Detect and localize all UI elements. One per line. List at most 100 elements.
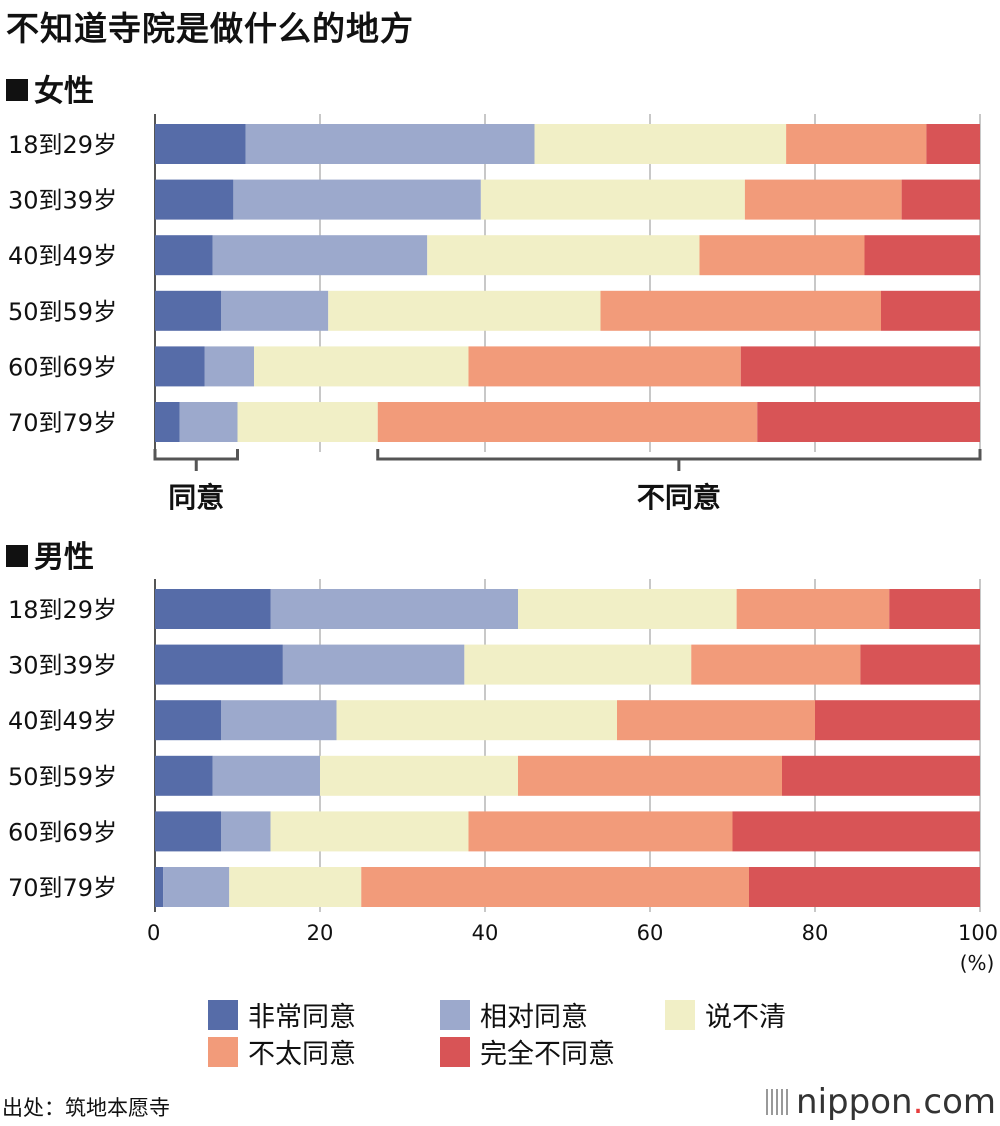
logo-main: nippon	[796, 1082, 913, 1122]
bar-segment-female-1-0	[155, 179, 234, 220]
category-label: 30到39岁	[8, 187, 117, 215]
bar-segment-male-3-3	[518, 755, 782, 796]
legend-swatch	[208, 1036, 238, 1067]
legend-label: 完全不同意	[480, 1039, 615, 1070]
x-tick-label: 80	[802, 921, 829, 945]
bar-segment-female-2-1	[212, 235, 428, 276]
disagree-bracket-label: 不同意	[637, 481, 721, 514]
bar-segment-male-1-0	[155, 644, 283, 685]
bar-segment-female-5-0	[155, 402, 180, 442]
x-tick-label: 40	[472, 921, 499, 945]
logo-dot: .	[912, 1082, 924, 1122]
bar-segment-male-0-0	[155, 589, 271, 629]
bar-segment-female-3-0	[155, 290, 221, 331]
category-label: 60到69岁	[8, 818, 117, 846]
legend-item-not-really-agree: 不太同意	[208, 1032, 356, 1071]
bar-segment-female-2-2	[427, 235, 700, 276]
bar-segment-female-1-3	[744, 179, 902, 220]
bar-segment-female-0-4	[926, 124, 980, 164]
bar-segment-female-5-3	[377, 402, 758, 442]
x-tick-label: 100	[958, 921, 998, 945]
legend-item-totally-disagree: 完全不同意	[440, 1032, 615, 1071]
bar-segment-female-3-3	[600, 290, 881, 331]
source-note: 出处：筑地本愿寺	[2, 1096, 170, 1120]
bar-segment-male-3-2	[320, 755, 518, 796]
legend-label: 相对同意	[480, 1002, 588, 1033]
category-label: 50到59岁	[8, 763, 117, 791]
bar-segment-female-3-2	[328, 290, 601, 331]
bar-segment-male-0-1	[270, 589, 518, 629]
bar-segment-male-1-4	[860, 644, 980, 685]
bar-segment-male-5-0	[155, 867, 164, 907]
bar-segment-male-1-2	[464, 644, 692, 685]
bar-segment-female-2-4	[864, 235, 980, 276]
legend-swatch	[208, 999, 238, 1030]
bar-segment-female-2-3	[699, 235, 865, 276]
bar-segment-female-5-2	[237, 402, 378, 442]
nippon-logo: nippon. com	[766, 1082, 996, 1122]
bar-segment-male-5-2	[229, 867, 362, 907]
category-label: 70到79岁	[8, 409, 117, 437]
bar-segment-male-2-2	[336, 700, 617, 741]
legend-item-unsure: 说不清	[665, 995, 786, 1034]
square-bullet-icon	[6, 545, 28, 567]
disagree-bracket	[376, 449, 982, 471]
bar-segment-female-4-2	[254, 346, 469, 387]
legend-label: 非常同意	[248, 1002, 356, 1033]
bar-segment-female-1-2	[480, 179, 745, 220]
bar-segment-male-5-1	[163, 867, 230, 907]
agree-bracket	[153, 449, 239, 471]
bar-segment-male-4-2	[270, 811, 469, 852]
bar-segment-female-5-4	[757, 402, 980, 442]
bar-segment-male-2-1	[221, 700, 337, 741]
bar-segment-male-0-4	[889, 589, 980, 629]
x-tick-label: 60	[637, 921, 664, 945]
bar-segment-female-4-3	[468, 346, 741, 387]
bar-segment-female-4-1	[204, 346, 254, 387]
bar-segment-male-5-3	[361, 867, 749, 907]
bar-segment-male-3-1	[212, 755, 320, 796]
bar-segment-female-0-2	[534, 124, 787, 164]
category-label: 70到79岁	[8, 874, 117, 902]
bar-segment-male-0-3	[736, 589, 890, 629]
section-label-female: 女性	[34, 74, 94, 109]
legend-item-somewhat-agree: 相对同意	[440, 995, 588, 1034]
bar-segment-male-4-0	[155, 811, 221, 852]
legend-swatch	[440, 1036, 470, 1067]
bar-segment-female-5-1	[179, 402, 238, 442]
bar-segment-female-0-1	[245, 124, 535, 164]
section-heading-female: 女性	[6, 66, 94, 110]
bar-segment-male-0-2	[518, 589, 737, 629]
agree-bracket-label: 同意	[168, 481, 224, 514]
bar-segment-male-4-3	[468, 811, 733, 852]
bar-segment-male-2-4	[815, 700, 980, 741]
bar-segment-male-2-3	[617, 700, 815, 741]
stacked-bar-chart: 18到29岁 30到39岁 40到49岁 50到59岁 60到69岁 70到79岁 18到2…	[8, 114, 998, 975]
x-tick-label: 0	[147, 921, 160, 945]
bar-segment-female-2-0	[155, 235, 213, 276]
bar-segment-female-4-4	[740, 346, 980, 387]
logo-bars-icon	[766, 1089, 789, 1115]
category-label: 40到49岁	[8, 242, 117, 270]
bar-segment-female-4-0	[155, 346, 205, 387]
bar-segment-female-3-1	[221, 290, 329, 331]
bar-segment-male-4-1	[221, 811, 271, 852]
bar-segment-male-3-4	[782, 755, 980, 796]
x-tick-label: 20	[307, 921, 334, 945]
bar-segment-male-4-4	[732, 811, 980, 852]
logo-suffix: com	[923, 1082, 996, 1122]
bar-segment-female-3-4	[881, 290, 980, 331]
bar-segment-male-1-1	[282, 644, 465, 685]
category-label: 18到29岁	[8, 596, 117, 624]
category-label: 40到49岁	[8, 707, 117, 735]
bar-segment-male-1-3	[691, 644, 861, 685]
bar-segment-male-3-0	[155, 755, 213, 796]
category-label: 50到59岁	[8, 298, 117, 326]
bar-segment-female-1-4	[901, 179, 980, 220]
legend-label: 不太同意	[248, 1039, 356, 1070]
x-unit-label: (%)	[960, 951, 995, 975]
bar-segment-female-0-3	[786, 124, 927, 164]
legend-swatch	[665, 999, 695, 1030]
legend-label: 说不清	[705, 1002, 786, 1033]
category-label: 30到39岁	[8, 652, 117, 680]
